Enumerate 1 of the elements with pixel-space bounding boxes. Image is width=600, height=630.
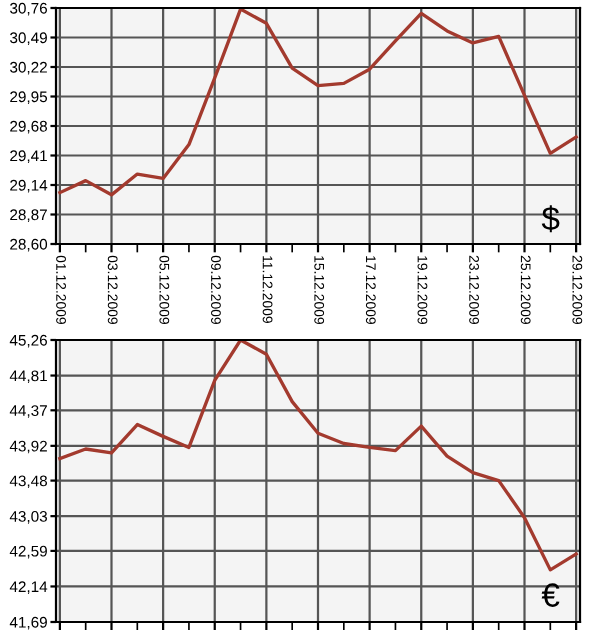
annotation: €	[541, 583, 560, 607]
